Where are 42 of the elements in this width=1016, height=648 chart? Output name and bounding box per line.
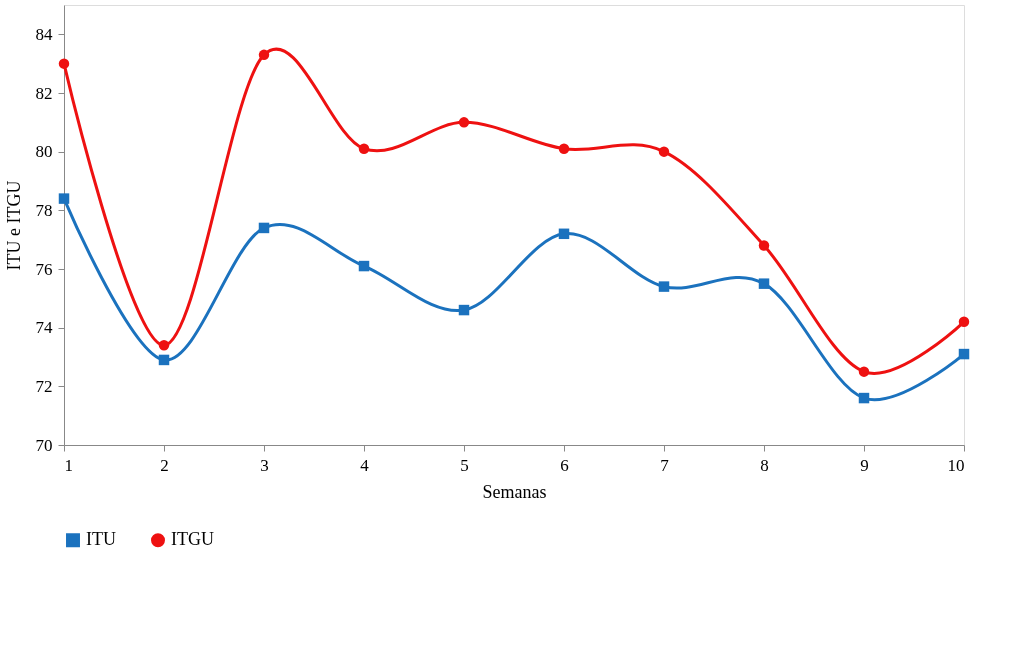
y-tick-label: 74: [35, 318, 53, 338]
y-tick-label: 82: [35, 83, 53, 103]
x-tick-label: 7: [660, 455, 670, 475]
point: [258, 49, 270, 61]
point: [858, 392, 870, 404]
legend-label: ITGU: [171, 529, 214, 550]
y-axis-title: ITU e ITGU: [3, 180, 24, 271]
x-tick-label: 6: [560, 455, 569, 475]
point: [558, 228, 570, 240]
point: [158, 340, 170, 351]
point: [358, 143, 370, 154]
point: [958, 316, 970, 328]
y-tick-label: 72: [35, 376, 53, 396]
point: [258, 222, 270, 234]
point: [58, 58, 70, 69]
y-tick-label: 78: [35, 200, 53, 220]
x-axis-title: Semanas: [482, 481, 547, 502]
legend-label: ITU: [86, 529, 116, 550]
point: [658, 281, 670, 292]
x-tick-label: 9: [860, 455, 869, 475]
point: [758, 278, 770, 289]
y-tick-label: 80: [35, 142, 53, 162]
y-tick-label: 84: [35, 24, 53, 44]
point: [458, 117, 470, 128]
point: [558, 143, 570, 154]
x-tick-label: 5: [460, 455, 469, 475]
point: [358, 260, 370, 272]
point: [158, 354, 170, 366]
point: [658, 146, 670, 157]
x-tick-label: 1: [64, 455, 73, 475]
x-tick-label: 10: [947, 455, 965, 475]
point: [58, 193, 70, 204]
x-tick-label: 2: [160, 455, 169, 475]
y-tick-label: 76: [35, 259, 53, 279]
x-tick-label: 4: [360, 455, 370, 475]
y-tick-label: 70: [35, 435, 53, 455]
point: [858, 366, 870, 377]
x-tick-label: 3: [260, 455, 269, 475]
point: [458, 304, 470, 316]
x-tick-label: 8: [760, 455, 769, 475]
point: [958, 348, 970, 360]
point: [758, 240, 770, 251]
